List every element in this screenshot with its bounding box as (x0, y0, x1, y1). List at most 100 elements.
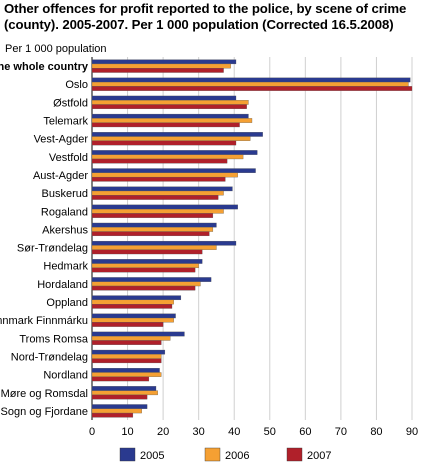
bars (91, 59, 413, 418)
bar-2006 (91, 263, 199, 269)
bar-2006 (91, 245, 217, 250)
bar-2005 (91, 368, 160, 373)
bar-2006 (91, 81, 409, 87)
category-label: The whole country (0, 61, 89, 73)
bar-2007 (91, 285, 196, 291)
category-label: Hordaland (37, 279, 88, 291)
category-label: Østfold (53, 97, 88, 109)
bar-2005 (91, 259, 203, 264)
bar-2007 (91, 140, 237, 146)
bar-2007 (91, 376, 150, 382)
bar-2006 (91, 100, 249, 105)
x-tick-labels: 0 10 20 30 40 50 60 70 80 90 (89, 426, 418, 438)
bar-2007 (91, 213, 214, 218)
bar-2007 (91, 358, 162, 364)
x-tick-label: 80 (370, 426, 382, 438)
x-tick-label: 10 (121, 426, 133, 438)
bar-2006 (91, 208, 224, 214)
x-tick-label: 20 (157, 426, 169, 438)
bar-2006 (91, 281, 201, 287)
bar-2006 (91, 336, 171, 341)
bar-2005 (91, 132, 263, 137)
bar-2006 (91, 390, 158, 396)
bar-2005 (91, 349, 166, 355)
category-label: Troms Romsa (19, 333, 89, 345)
category-label: Aust-Agder (33, 170, 88, 182)
bar-2005 (91, 386, 157, 391)
bar-2006 (91, 118, 253, 123)
category-label: Buskerud (42, 188, 88, 200)
category-label: Nordland (43, 370, 88, 382)
bar-2006 (91, 63, 231, 69)
bar-2007 (91, 158, 228, 164)
category-labels: The whole country Oslo Østfold Telemark Vest… (0, 61, 89, 418)
legend-swatch (286, 447, 303, 462)
bar-2006 (91, 299, 174, 305)
x-tick-label: 60 (299, 426, 311, 438)
legend-label: 2007 (307, 450, 331, 462)
bar-2005 (91, 240, 237, 246)
bar-2005 (91, 113, 249, 119)
category-label: Oslo (65, 79, 88, 91)
bar-2007 (91, 394, 148, 400)
bar-2005 (91, 186, 233, 192)
category-label: Vest-Agder (34, 134, 89, 146)
bar-2006 (91, 190, 224, 196)
bar-2005 (91, 313, 176, 319)
category-label: Telemark (43, 116, 88, 128)
x-tick-label: 40 (228, 426, 240, 438)
x-tick-label: 90 (406, 426, 418, 438)
bar-2007 (91, 231, 210, 237)
bar-2006 (91, 354, 162, 359)
x-tick-label: 70 (335, 426, 347, 438)
bar-2005 (91, 331, 185, 337)
unit-label: Per 1 000 population (5, 43, 107, 55)
category-label: Akershus (42, 224, 88, 236)
category-label: Rogaland (41, 206, 88, 218)
bar-2006 (91, 227, 214, 232)
category-label: Sør-Trøndelag (17, 243, 88, 255)
bar-2005 (91, 150, 258, 155)
bar-2005 (91, 168, 256, 173)
bar-2007 (91, 122, 240, 128)
bar-2007 (91, 249, 203, 255)
bar-2006 (91, 154, 244, 160)
bar-2007 (91, 322, 164, 327)
bar-2007 (91, 104, 247, 109)
bar-2005 (91, 404, 148, 409)
bar-2007 (91, 412, 134, 418)
bar-2007 (91, 340, 162, 345)
bar-2005 (91, 295, 182, 301)
category-label: Hedmark (43, 261, 88, 273)
x-tick-label: 30 (193, 426, 205, 438)
bar-2005 (91, 277, 212, 282)
category-label: Finnmark Finnmárku (0, 315, 88, 327)
bar-2006 (91, 317, 174, 323)
category-label: Oppland (46, 297, 88, 309)
category-label: Nord-Trøndelag (11, 351, 88, 363)
bar-2006 (91, 136, 251, 141)
bar-2006 (91, 408, 142, 414)
bar-2007 (91, 195, 219, 200)
bar-2007 (91, 86, 413, 91)
bar-2007 (91, 68, 224, 73)
legend: 2005 2006 2007 (119, 447, 331, 462)
legend-label: 2006 (225, 450, 249, 462)
bar-2006 (91, 372, 162, 377)
legend-label: 2005 (140, 450, 164, 462)
bar-2006 (91, 172, 238, 178)
grid-lines (91, 57, 413, 420)
chart-title: Other offences for profit reported to th… (4, 1, 407, 32)
legend-swatch (204, 447, 221, 462)
bar-2007 (91, 304, 173, 309)
category-label: Vestfold (49, 152, 88, 164)
x-tick-label: 50 (264, 426, 276, 438)
bar-2007 (91, 267, 196, 273)
bar-2005 (91, 59, 237, 65)
legend-swatch (119, 447, 136, 462)
bar-2005 (91, 222, 217, 228)
bar-2005 (91, 204, 238, 210)
category-label: Møre og Romsdal (1, 388, 88, 400)
bar-2007 (91, 176, 226, 182)
